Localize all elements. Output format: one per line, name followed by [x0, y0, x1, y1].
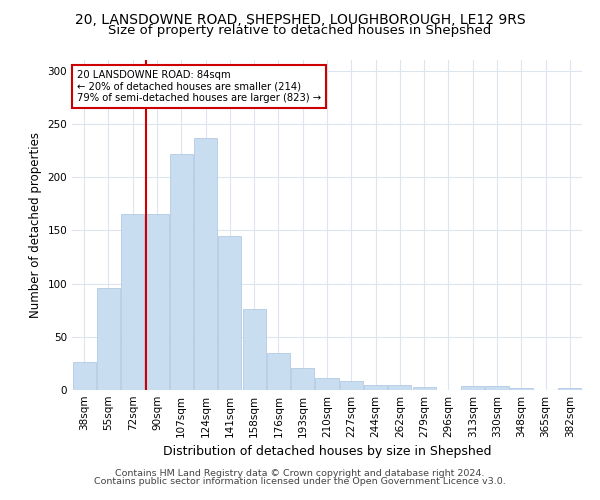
Bar	[316, 378, 338, 390]
Bar	[559, 388, 581, 390]
Bar	[242, 309, 266, 390]
Bar	[485, 386, 509, 390]
X-axis label: Distribution of detached houses by size in Shepshed: Distribution of detached houses by size …	[163, 446, 491, 458]
Bar	[413, 387, 436, 390]
Y-axis label: Number of detached properties: Number of detached properties	[29, 132, 42, 318]
Text: 20, LANSDOWNE ROAD, SHEPSHED, LOUGHBOROUGH, LE12 9RS: 20, LANSDOWNE ROAD, SHEPSHED, LOUGHBOROU…	[74, 12, 526, 26]
Bar	[364, 384, 387, 390]
Bar	[218, 236, 241, 390]
Bar	[121, 214, 144, 390]
Bar	[97, 288, 120, 390]
Bar	[145, 214, 169, 390]
Bar	[340, 382, 363, 390]
Text: Contains HM Land Registry data © Crown copyright and database right 2024.: Contains HM Land Registry data © Crown c…	[115, 468, 485, 477]
Text: Size of property relative to detached houses in Shepshed: Size of property relative to detached ho…	[109, 24, 491, 37]
Bar	[73, 362, 95, 390]
Bar	[510, 388, 533, 390]
Bar	[291, 368, 314, 390]
Text: Contains public sector information licensed under the Open Government Licence v3: Contains public sector information licen…	[94, 477, 506, 486]
Bar	[170, 154, 193, 390]
Bar	[388, 384, 412, 390]
Bar	[461, 386, 484, 390]
Text: 20 LANSDOWNE ROAD: 84sqm
← 20% of detached houses are smaller (214)
79% of semi-: 20 LANSDOWNE ROAD: 84sqm ← 20% of detach…	[77, 70, 321, 103]
Bar	[194, 138, 217, 390]
Bar	[267, 352, 290, 390]
